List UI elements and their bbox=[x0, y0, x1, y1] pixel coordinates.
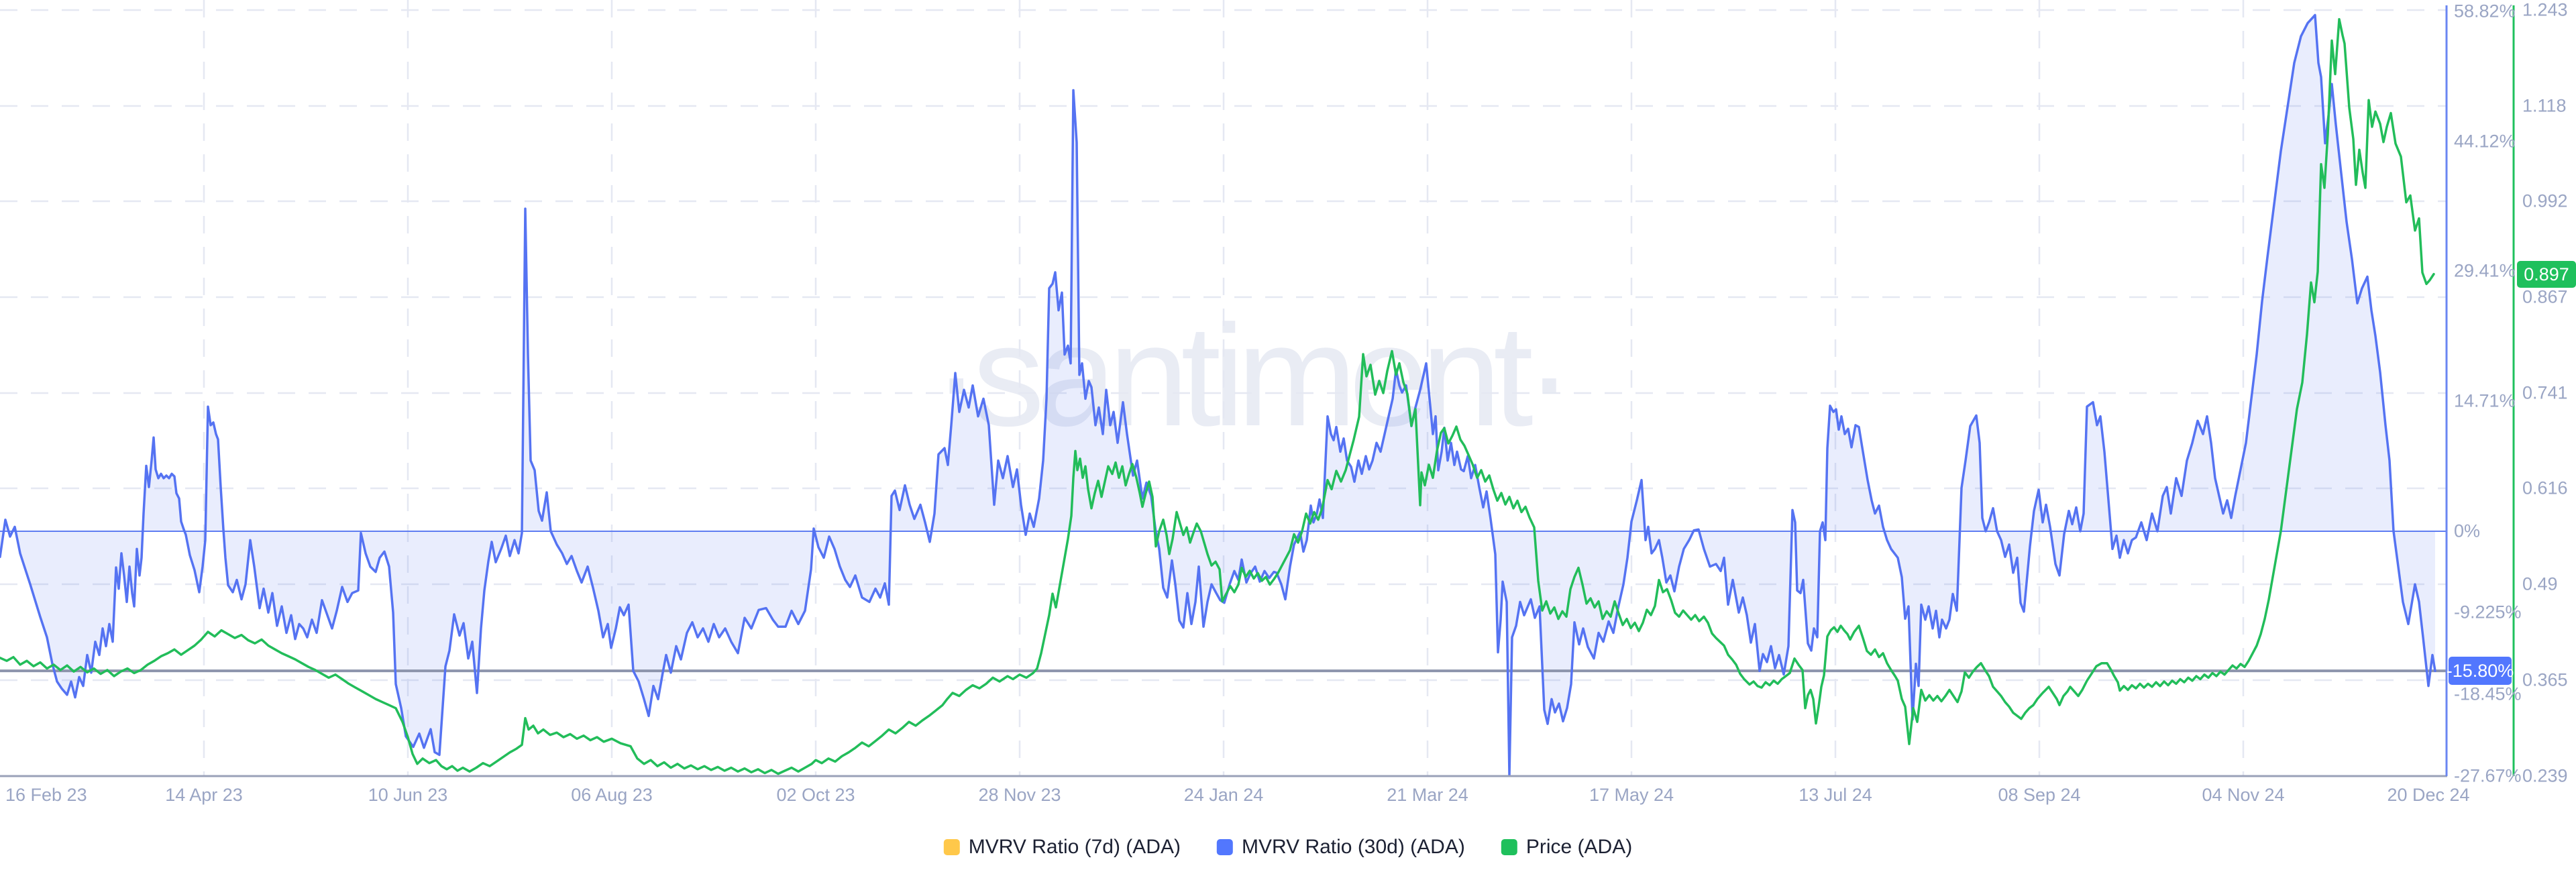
mvrv-30d-area-fill bbox=[0, 15, 2435, 775]
percent-tick-label: -9.225% bbox=[2454, 602, 2522, 622]
legend-label: MVRV Ratio (7d) (ADA) bbox=[968, 836, 1181, 858]
price-tick-label: 1.243 bbox=[2522, 0, 2568, 20]
date-tick-label: 13 Jul 24 bbox=[1799, 785, 1872, 805]
legend-item-mvrv-ratio-7d-ada-[interactable]: MVRV Ratio (7d) (ADA) bbox=[943, 836, 1181, 859]
price-tick-label: 1.118 bbox=[2522, 95, 2567, 116]
legend-swatch-icon bbox=[1501, 839, 1517, 855]
date-tick-label: 02 Oct 23 bbox=[776, 785, 855, 805]
date-tick-label: 16 Feb 23 bbox=[5, 785, 87, 805]
price-tick-label: 0.49 bbox=[2522, 574, 2558, 594]
price-tick-label: 0.741 bbox=[2522, 382, 2568, 403]
date-tick-label: 14 Apr 23 bbox=[165, 785, 243, 805]
date-tick-label: 17 May 24 bbox=[1589, 785, 1674, 805]
date-tick-label: 06 Aug 23 bbox=[571, 785, 653, 805]
percent-tick-label: -18.45% bbox=[2454, 684, 2522, 704]
price-tick-label: 0.867 bbox=[2522, 286, 2568, 307]
legend-item-mvrv-ratio-30d-ada-[interactable]: MVRV Ratio (30d) (ADA) bbox=[1216, 836, 1465, 859]
date-tick-label: 04 Nov 24 bbox=[2202, 785, 2285, 805]
date-tick-label: 10 Jun 23 bbox=[368, 785, 448, 805]
date-tick-label: 24 Jan 24 bbox=[1183, 785, 1264, 805]
percent-tick-label: 58.82% bbox=[2454, 1, 2516, 21]
legend-swatch-icon bbox=[1216, 839, 1233, 855]
price-tick-label: 0.365 bbox=[2522, 669, 2568, 690]
legend-item-price-ada-[interactable]: Price (ADA) bbox=[1501, 836, 1632, 859]
date-tick-label: 08 Sep 24 bbox=[1998, 785, 2081, 805]
price-tick-label: 0.239 bbox=[2522, 765, 2568, 786]
legend-swatch-icon bbox=[943, 839, 960, 855]
mvrv-30d-line bbox=[0, 13, 2436, 777]
percent-tick-label: 44.12% bbox=[2454, 131, 2516, 152]
price-current-value-badge: 0.897 bbox=[2517, 261, 2576, 288]
date-tick-label: 21 Mar 24 bbox=[1387, 785, 1468, 805]
percent-tick-label: -27.67% bbox=[2454, 765, 2522, 786]
date-tick-label: 20 Dec 24 bbox=[2387, 785, 2470, 805]
santiment-watermark: ·santiment· bbox=[932, 294, 1573, 456]
percent-tick-label: 14.71% bbox=[2454, 390, 2516, 411]
legend-label: Price (ADA) bbox=[1525, 836, 1633, 858]
price-tick-label: 0.616 bbox=[2522, 478, 2568, 498]
price-tick-label: 0.992 bbox=[2522, 190, 2568, 211]
price-line bbox=[0, 17, 2435, 775]
percent-tick-label: 29.41% bbox=[2454, 260, 2516, 281]
mvrv-current-value-badge: -15.80% bbox=[2447, 657, 2514, 685]
legend: MVRV Ratio (7d) (ADA) MVRV Ratio (30d) (A… bbox=[943, 836, 1632, 859]
date-tick-label: 28 Nov 23 bbox=[978, 785, 1061, 805]
legend-label: MVRV Ratio (30d) (ADA) bbox=[1241, 836, 1465, 858]
percent-tick-label: 0% bbox=[2454, 521, 2481, 541]
